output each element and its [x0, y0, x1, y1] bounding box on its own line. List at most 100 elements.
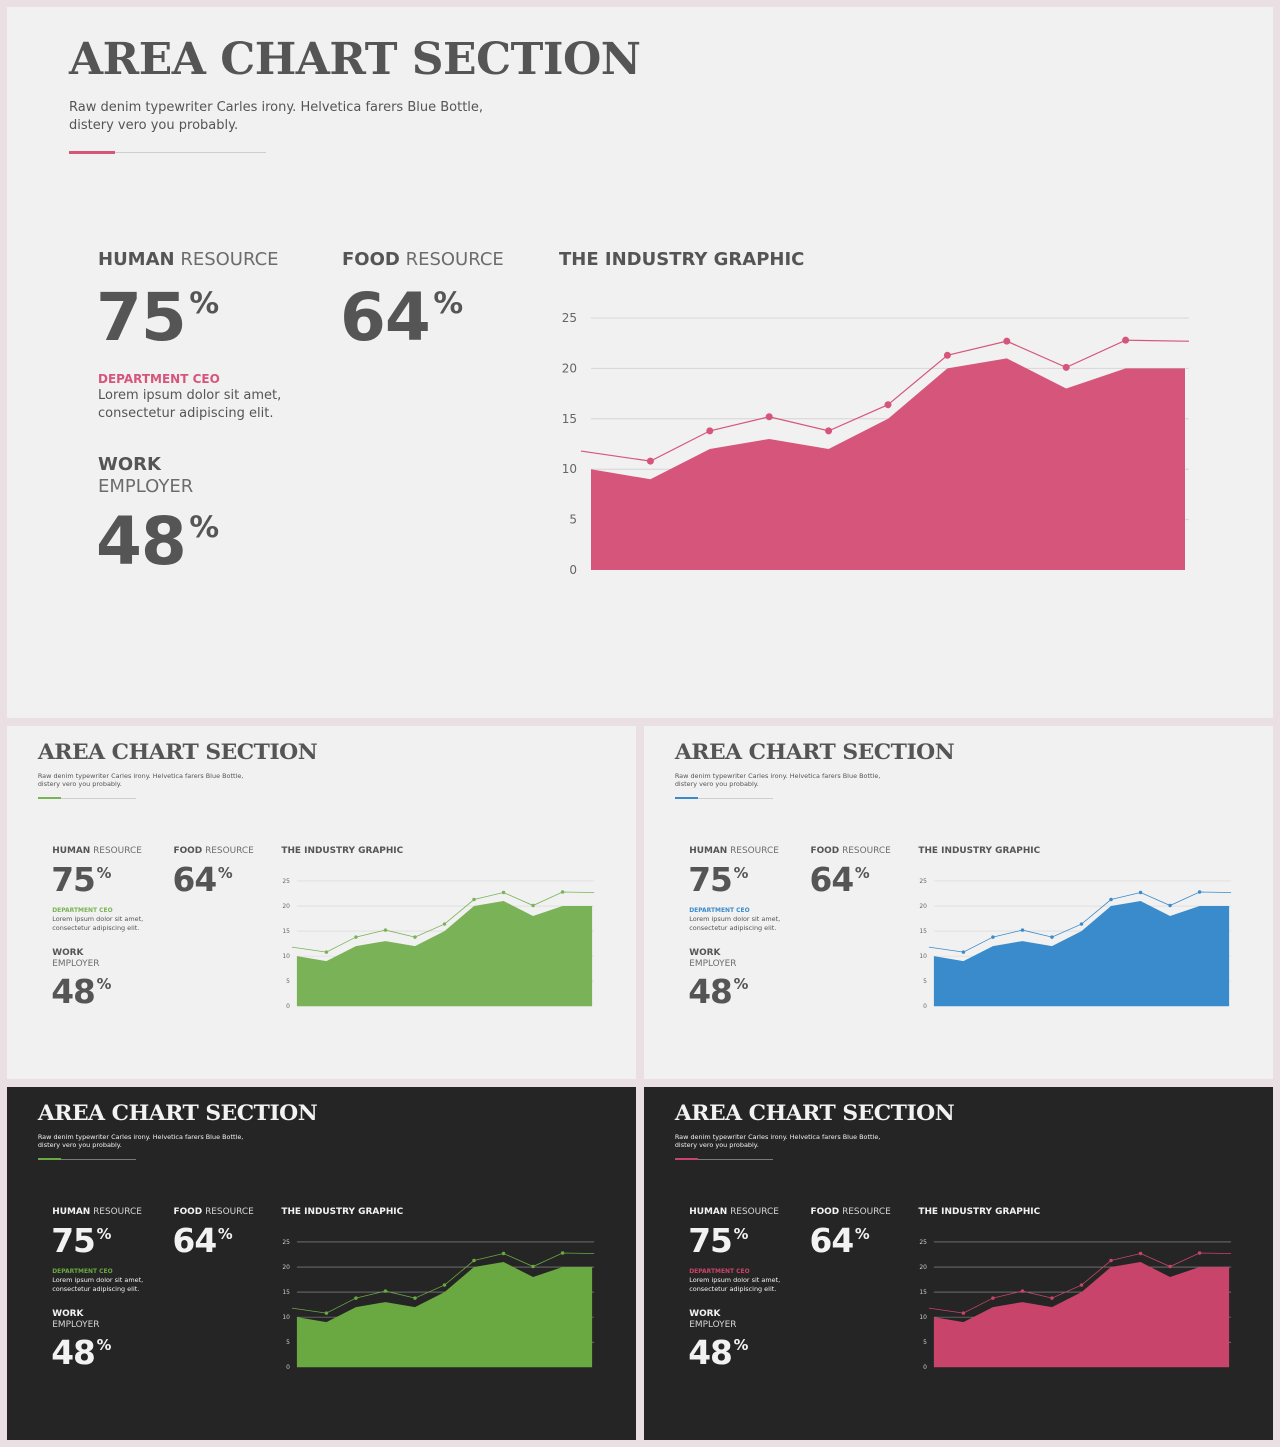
slide-green-dark: AREA CHART SECTION Raw denim typewriter …: [7, 1087, 636, 1440]
department-line-2: consectetur adipiscing elit.: [689, 923, 777, 932]
line-series: [929, 891, 1232, 953]
slide-title: AREA CHART SECTION: [37, 1100, 318, 1127]
line-point-7: [502, 1251, 506, 1255]
work-label-bold: WORK: [98, 454, 161, 475]
food-resource-label: FOOD RESOURCE: [173, 1207, 253, 1217]
work-employer-number: 48: [51, 1333, 96, 1372]
line-point-6: [472, 1258, 477, 1262]
industry-area-chart: 0 5 10 15 20 25: [562, 311, 1189, 577]
line-point-9: [1198, 1250, 1202, 1255]
food-resource-percent: %: [217, 864, 233, 882]
slide-green-light: AREA CHART SECTION Raw denim typewriter …: [7, 726, 636, 1079]
work-employer-number: 48: [688, 972, 733, 1011]
slide-title: AREA CHART SECTION: [37, 739, 318, 766]
employer-label-thin: EMPLOYER: [689, 1320, 737, 1331]
y-tick-label-20: 20: [283, 1264, 291, 1271]
y-tick-label-15: 15: [283, 1289, 291, 1296]
work-employer-percent: %: [189, 510, 220, 546]
human-resource-value: 75%: [51, 1222, 111, 1260]
human-resource-percent: %: [189, 286, 220, 322]
line-point-4: [413, 1295, 418, 1300]
human-resource-bold: HUMAN: [52, 1207, 91, 1218]
human-resource-percent: %: [733, 864, 749, 882]
y-tick-label-25: 25: [562, 311, 577, 325]
human-resource-number: 75: [51, 1222, 96, 1261]
work-employer-value: 48%: [688, 973, 748, 1011]
food-resource-bold: FOOD: [810, 1207, 840, 1218]
work-label: WORK: [52, 948, 83, 958]
slide-title: AREA CHART SECTION: [674, 1100, 955, 1127]
line-point-1: [962, 949, 966, 954]
human-resource-value: 75%: [51, 861, 111, 899]
line-point-7: [502, 890, 506, 894]
subtitle-line-2: distery vero you probably.: [69, 117, 239, 133]
line-point-8: [1168, 903, 1173, 907]
food-resource-value: 64%: [810, 1222, 870, 1260]
line-point-3: [1021, 927, 1025, 932]
line-series: [929, 1252, 1232, 1314]
line-point-1: [325, 1310, 329, 1315]
food-resource-number: 64: [172, 1222, 218, 1261]
human-resource-value: 75%: [688, 1222, 748, 1260]
line-point-4: [1050, 934, 1055, 939]
line-point-3: [384, 927, 388, 932]
human-resource-thin: RESOURCE: [730, 1207, 779, 1218]
line-point-1: [325, 949, 329, 954]
y-tick-label-5: 5: [569, 513, 577, 527]
line-point-5: [443, 1282, 447, 1287]
food-resource-value: 64%: [173, 1222, 233, 1260]
y-tick-label-10: 10: [283, 1314, 291, 1321]
human-resource-number: 75: [51, 861, 96, 900]
y-tick-label-0: 0: [923, 1364, 927, 1371]
human-resource-thin: RESOURCE: [93, 1207, 142, 1218]
department-title: DEPARTMENT CEO: [52, 1268, 113, 1276]
human-resource-thin: RESOURCE: [730, 846, 779, 857]
line-point-9: [1198, 889, 1202, 894]
line-point-9: [1122, 336, 1130, 344]
title-underline: [69, 151, 266, 154]
y-tick-label-0: 0: [923, 1003, 927, 1010]
y-tick-label-20: 20: [283, 903, 291, 910]
work-employer-number: 48: [96, 503, 187, 580]
y-tick-label-0: 0: [286, 1003, 290, 1010]
y-tick-label-0: 0: [569, 563, 577, 577]
food-resource-label: FOOD RESOURCE: [173, 846, 253, 856]
human-resource-value: 75%: [96, 279, 219, 356]
y-tick-label-15: 15: [283, 928, 291, 935]
department-line-2: consectetur adipiscing elit.: [98, 405, 274, 421]
department-text: Lorem ipsum dolor sit amet, consectetur …: [52, 915, 143, 932]
human-resource-percent: %: [96, 864, 112, 882]
human-resource-label: HUMAN RESOURCE: [98, 249, 279, 270]
slide-pink-dark: AREA CHART SECTION Raw denim typewriter …: [644, 1087, 1273, 1440]
line-point-2: [991, 1295, 996, 1300]
industry-area-chart: 0 5 10 15 20 25: [283, 1239, 595, 1371]
line-point-2: [354, 934, 359, 939]
food-resource-bold: FOOD: [342, 249, 400, 270]
department-text: Lorem ipsum dolor sit amet, consectetur …: [98, 387, 281, 422]
line-point-5: [1080, 921, 1084, 926]
y-tick-label-20: 20: [920, 903, 928, 910]
human-resource-label: HUMAN RESOURCE: [689, 1207, 779, 1217]
department-line-1: Lorem ipsum dolor sit amet,: [98, 388, 282, 403]
work-employer-value: 48%: [51, 1334, 111, 1372]
food-resource-thin: RESOURCE: [205, 846, 254, 857]
slide-subtitle: Raw denim typewriter Carles irony. Helve…: [675, 772, 881, 789]
human-resource-value: 75%: [688, 861, 748, 899]
employer-label-thin: EMPLOYER: [98, 476, 194, 497]
graph-title: THE INDUSTRY GRAPHIC: [918, 1207, 1041, 1218]
line-point-2: [991, 934, 996, 939]
line-point-3: [1021, 1288, 1025, 1293]
line-point-2: [706, 427, 714, 435]
line-point-8: [531, 903, 536, 907]
subtitle-line-1: Raw denim typewriter Carles irony. Helve…: [37, 771, 244, 780]
employer-label: EMPLOYER: [52, 959, 99, 969]
slide-subtitle: Raw denim typewriter Carles irony. Helve…: [69, 99, 483, 134]
work-employer-percent: %: [96, 976, 112, 994]
human-resource-number: 75: [688, 861, 733, 900]
employer-label-thin: EMPLOYER: [689, 959, 737, 970]
y-tick-label-5: 5: [286, 1339, 290, 1346]
slide-main: AREA CHART SECTION Raw denim typewriter …: [7, 7, 1273, 718]
subtitle-line-1: Raw denim typewriter Carles irony. Helve…: [37, 1132, 244, 1141]
food-resource-value: 64%: [173, 861, 233, 899]
food-resource-percent: %: [854, 1225, 870, 1243]
